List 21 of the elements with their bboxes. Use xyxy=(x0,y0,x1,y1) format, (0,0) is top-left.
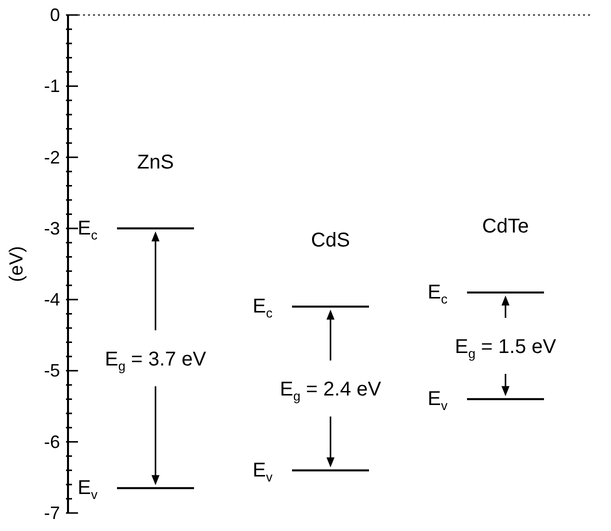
annotation: E$_{v}$ xyxy=(78,477,98,502)
annotation: E$_{c}$ xyxy=(78,217,98,242)
y-tick-label: 0 xyxy=(50,5,60,25)
annotation: E$_{g}$ = 2.4 eV xyxy=(280,378,382,404)
annotation: E$_{g}$ = 3.7 eV xyxy=(104,348,207,373)
y-axis-title: (eV) xyxy=(6,246,28,282)
x-tick-label: CdS xyxy=(311,230,350,252)
y-tick-label: -4 xyxy=(44,290,60,310)
annotation: E$_{v}$ xyxy=(428,388,448,413)
y-tick-label: -5 xyxy=(44,360,60,381)
annotation: E$_{g}$ = 1.5 eV xyxy=(454,336,557,360)
y-tick-label: -6 xyxy=(44,432,60,452)
y-tick-label: -2 xyxy=(44,147,60,168)
y-tick-label: -3 xyxy=(44,218,60,238)
annotation: E$_{c}$ xyxy=(252,296,273,320)
annotation: E$_{c}$ xyxy=(428,281,448,306)
x-tick-label: CdTe xyxy=(482,215,529,238)
y-tick-label: -1 xyxy=(44,76,60,96)
annotation: E$_{v}$ xyxy=(252,459,273,484)
x-tick-label: ZnS xyxy=(137,151,174,174)
y-tick-label: -7 xyxy=(44,503,60,523)
